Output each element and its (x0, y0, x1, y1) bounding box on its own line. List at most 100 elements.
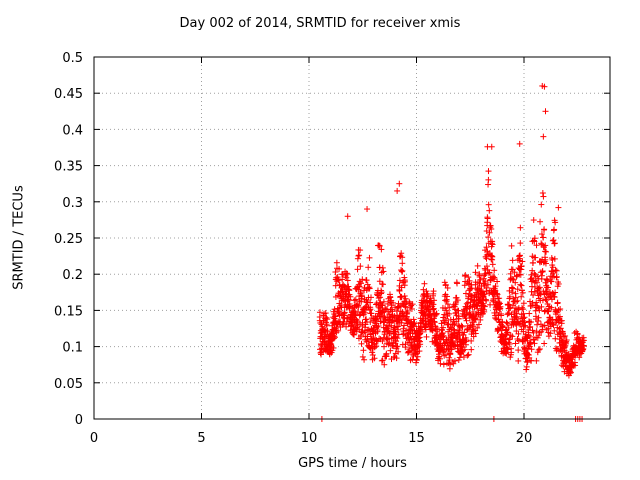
data-point (379, 302, 386, 309)
data-point (357, 247, 364, 254)
data-point (524, 358, 531, 365)
data-point (509, 285, 516, 292)
x-tick-label: 5 (197, 431, 205, 446)
data-point (484, 215, 491, 222)
data-point (550, 237, 557, 244)
data-point (532, 307, 539, 314)
data-point (541, 226, 548, 233)
data-point (338, 304, 345, 311)
data-point (399, 254, 406, 261)
data-point (519, 289, 526, 296)
data-point (408, 305, 415, 312)
data-point (371, 355, 378, 362)
data-point (542, 108, 549, 115)
data-point (455, 357, 462, 364)
data-point (393, 355, 400, 362)
data-point (386, 311, 393, 318)
data-point (374, 328, 381, 335)
grid-lines (94, 57, 610, 419)
data-point (373, 343, 380, 350)
y-tick-label: 0.05 (54, 377, 83, 392)
data-point (542, 256, 549, 263)
data-point (365, 264, 372, 271)
data-point (485, 201, 492, 208)
data-point (377, 294, 384, 301)
data-point (430, 305, 437, 312)
data-point (367, 319, 374, 326)
data-point (401, 292, 408, 299)
data-point (454, 280, 461, 287)
data-point (463, 337, 470, 344)
data-point (404, 307, 411, 314)
data-point (354, 301, 361, 308)
y-tick-label: 0.1 (62, 341, 83, 356)
data-point (542, 242, 549, 249)
data-point (520, 310, 527, 317)
data-point (446, 310, 453, 317)
data-point (477, 314, 484, 321)
data-point (538, 303, 545, 310)
data-point (394, 335, 401, 342)
data-point (535, 317, 542, 324)
data-point (538, 240, 545, 247)
data-point (509, 257, 516, 264)
data-point (417, 341, 424, 348)
data-point (467, 296, 474, 303)
data-point (517, 271, 524, 278)
data-point (517, 240, 524, 247)
data-point (416, 348, 423, 355)
data-point (485, 176, 492, 183)
data-point (448, 325, 455, 332)
data-point (358, 293, 365, 300)
data-point (530, 292, 537, 299)
data-point (508, 242, 515, 249)
data-point (343, 323, 350, 330)
data-point (345, 297, 352, 304)
data-point (503, 319, 510, 326)
data-point (520, 306, 527, 313)
data-point (408, 302, 415, 309)
data-point (489, 241, 496, 248)
data-point (506, 287, 513, 294)
data-point (353, 324, 360, 331)
data-point (359, 353, 366, 360)
data-point (490, 273, 497, 280)
data-point (505, 324, 512, 331)
data-point (427, 311, 434, 318)
data-point (537, 290, 544, 297)
data-point (540, 133, 547, 140)
data-point (530, 217, 537, 224)
data-point (535, 346, 542, 353)
data-point (414, 353, 421, 360)
data-point (441, 311, 448, 318)
data-point (316, 309, 323, 316)
data-point (562, 333, 569, 340)
data-point (437, 360, 444, 367)
data-point (453, 318, 460, 325)
data-point (469, 308, 476, 315)
data-point (541, 340, 548, 347)
data-point (442, 281, 449, 288)
data-point (526, 310, 533, 317)
data-point (533, 357, 540, 364)
y-tick-label: 0.3 (62, 196, 83, 211)
data-point (541, 83, 548, 90)
data-point (574, 331, 581, 338)
data-point (355, 304, 362, 311)
data-point (483, 263, 490, 270)
data-point (340, 320, 347, 327)
data-point (527, 323, 534, 330)
x-tick-label: 20 (516, 431, 533, 446)
y-tick-label: 0.4 (62, 123, 83, 138)
data-point (401, 322, 408, 329)
data-point (364, 206, 371, 213)
data-point (545, 308, 552, 315)
data-point (459, 323, 466, 330)
data-point (528, 346, 535, 353)
data-point (394, 304, 401, 311)
data-point (358, 340, 365, 347)
data-point (345, 283, 352, 290)
x-tick-label: 10 (301, 431, 318, 446)
data-point (401, 278, 408, 285)
data-point (483, 297, 490, 304)
